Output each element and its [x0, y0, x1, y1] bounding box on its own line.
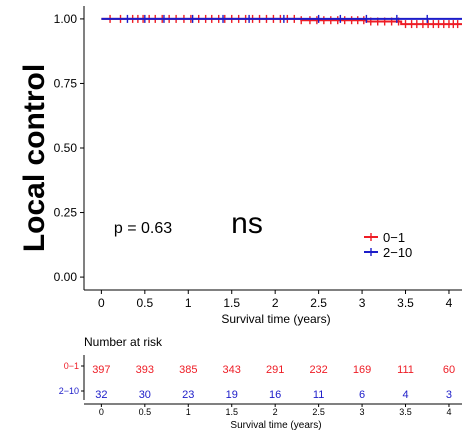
y-tick-label: 0.00 — [54, 270, 78, 284]
km-plot: Local control 0.00 0.25 0.50 0.75 1.00 0 0.5 1… — [18, 6, 462, 326]
risk-count: 32 — [95, 389, 107, 401]
y-tick-label: 1.00 — [54, 12, 78, 26]
risk-table-rows: 0−1 397 393 385 343 291 232 169 111 60 2−10 32 30 23 1… — [59, 355, 455, 401]
risk-count: 343 — [223, 364, 241, 376]
risk-count: 4 — [402, 389, 408, 401]
risk-table-x-title: Survival time (years) — [230, 420, 321, 431]
risk-count: 11 — [313, 389, 324, 401]
risk-count: 16 — [269, 389, 281, 401]
risk-count: 397 — [92, 364, 110, 376]
x-tick-label: 3 — [359, 296, 366, 310]
y-tick-label: 0.50 — [54, 141, 78, 155]
x-tick-label: 0 — [98, 296, 105, 310]
x-tick-label: 1 — [185, 296, 192, 310]
legend-label: 0−1 — [383, 230, 405, 245]
survival-curves — [101, 14, 462, 29]
risk-table: Number at risk 0−1 397 393 385 343 291 232 169 1… — [59, 335, 462, 431]
risk-count: 291 — [266, 364, 284, 376]
risk-count: 23 — [182, 389, 194, 401]
risk-count: 111 — [397, 364, 414, 376]
x-tick-label: 2 — [272, 296, 279, 310]
risk-strata-label: 0−1 — [64, 361, 79, 371]
x-tick-label: 4 — [446, 296, 453, 310]
x-axis: 0 0.5 1 1.5 2 2.5 3 3.5 4 — [84, 289, 462, 310]
risk-count: 30 — [139, 389, 151, 401]
risk-count: 6 — [359, 389, 365, 401]
risk-axis-tick-label: 3 — [360, 407, 365, 417]
risk-count: 385 — [179, 364, 197, 376]
x-tick-label: 3.5 — [397, 296, 414, 310]
legend: 0−12−10 — [364, 230, 412, 260]
y-axis-title: Local control — [18, 64, 51, 252]
risk-axis-tick-label: 1.5 — [225, 407, 238, 417]
x-tick-label: 0.5 — [136, 296, 153, 310]
x-axis-title: Survival time (years) — [221, 312, 330, 326]
risk-table-x-axis: 0 0.5 1 1.5 2 2.5 3 3.5 4 — [84, 403, 462, 417]
risk-axis-tick-label: 0.5 — [139, 407, 152, 417]
risk-count: 3 — [446, 389, 452, 401]
risk-table-title: Number at risk — [84, 335, 163, 349]
risk-axis-tick-label: 2.5 — [312, 407, 325, 417]
risk-count: 232 — [309, 364, 327, 376]
risk-count: 60 — [443, 364, 455, 376]
x-tick-label: 1.5 — [223, 296, 240, 310]
p-value-annotation: p = 0.63 — [114, 220, 172, 237]
risk-axis-tick-label: 3.5 — [399, 407, 412, 417]
risk-axis-tick-label: 0 — [99, 407, 104, 417]
legend-label: 2−10 — [383, 245, 412, 260]
significance-annotation: ns — [231, 207, 263, 240]
risk-count: 19 — [226, 389, 238, 401]
risk-axis-tick-label: 1 — [186, 407, 191, 417]
y-tick-label: 0.25 — [54, 206, 78, 220]
risk-count: 393 — [136, 364, 154, 376]
risk-axis-tick-label: 4 — [446, 407, 451, 417]
risk-count: 169 — [353, 364, 371, 376]
y-axis: 0.00 0.25 0.50 0.75 1.00 — [54, 6, 85, 290]
risk-axis-tick-label: 2 — [273, 407, 278, 417]
y-tick-label: 0.75 — [54, 76, 78, 90]
risk-strata-label: 2−10 — [59, 386, 79, 396]
x-tick-label: 2.5 — [310, 296, 327, 310]
